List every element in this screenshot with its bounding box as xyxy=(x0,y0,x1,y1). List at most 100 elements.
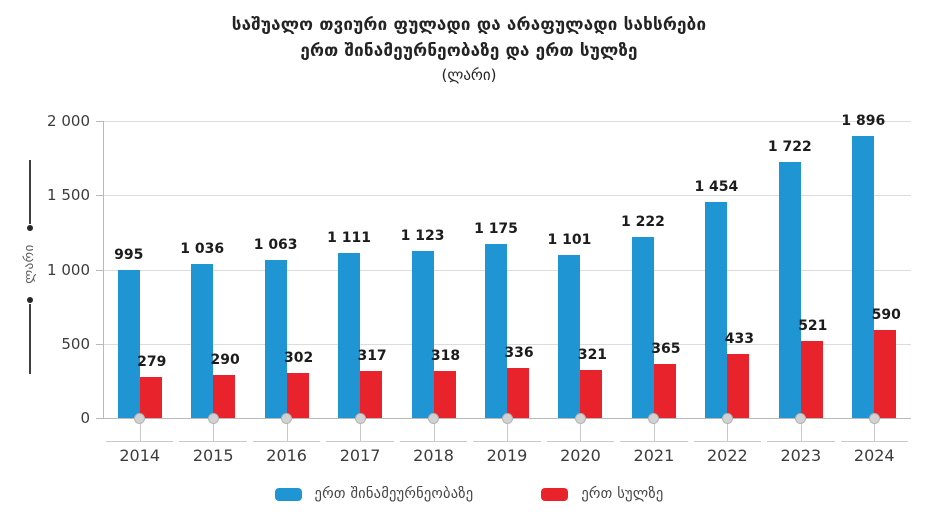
value-label-capita-2021: 365 xyxy=(651,340,681,357)
bar-capita-2018 xyxy=(433,370,456,418)
y-axis-decoration-line-bottom xyxy=(29,304,31,374)
bar-household-2022 xyxy=(705,202,728,418)
y-axis-decoration-dot-top xyxy=(27,225,33,231)
chart-unit-label: (ლარი) xyxy=(441,66,497,84)
value-label-household-2020: 1 101 xyxy=(547,231,592,248)
axis-dot-2022 xyxy=(721,412,733,424)
legend-swatch-per-capita xyxy=(541,487,569,501)
bar-household-2021 xyxy=(631,236,654,418)
bar-capita-2017 xyxy=(360,370,383,418)
category-connector-2014 xyxy=(139,422,141,441)
category-connector-2022 xyxy=(727,422,729,441)
bar-capita-2015 xyxy=(213,374,236,418)
category-connector-2023 xyxy=(800,422,802,441)
x-axis-label-2024: 2024 xyxy=(853,446,895,465)
value-label-household-2015: 1 036 xyxy=(180,241,225,258)
bar-capita-2023 xyxy=(800,340,823,418)
chart-title-line1: საშუალო თვიური ფულადი და არაფულადი სახსრ… xyxy=(231,15,707,35)
value-label-capita-2014: 279 xyxy=(137,353,167,370)
y-axis-label-500: 500 xyxy=(61,334,90,353)
category-bracket-2023 xyxy=(767,441,835,442)
value-label-household-2021: 1 222 xyxy=(620,213,665,230)
y-axis-label-0: 0 xyxy=(80,409,90,427)
category-connector-2016 xyxy=(286,422,288,441)
axis-dot-2023 xyxy=(795,412,807,424)
y-axis-tick-2000 xyxy=(96,121,103,122)
bar-capita-2019 xyxy=(507,368,529,418)
category-bracket-2017 xyxy=(326,441,394,442)
y-axis-tick-1000 xyxy=(96,269,103,271)
value-label-household-2019: 1 175 xyxy=(474,220,518,237)
value-label-household-2014: 995 xyxy=(114,247,144,264)
gridline-2000 xyxy=(103,121,911,122)
chart-title: საშუალო თვიური ფულადი და არაფულადი სახსრ… xyxy=(0,12,938,87)
legend: ერთ შინამეურნეობაზე ერთ სულზე xyxy=(0,486,938,502)
value-label-household-2016: 1 063 xyxy=(253,237,298,254)
value-label-household-2017: 1 111 xyxy=(327,230,371,247)
y-axis-decoration-line-top xyxy=(29,160,31,224)
value-label-capita-2018: 318 xyxy=(430,347,461,364)
value-label-capita-2020: 321 xyxy=(577,347,608,364)
value-label-capita-2019: 336 xyxy=(504,345,534,362)
gridline-500 xyxy=(103,343,911,345)
x-axis-label-2016: 2016 xyxy=(266,446,307,465)
value-label-capita-2023: 521 xyxy=(798,317,828,334)
y-axis-tick-1500 xyxy=(96,195,103,197)
axis-dot-2021 xyxy=(648,412,660,424)
x-axis-label-2022: 2022 xyxy=(706,446,748,465)
bar-capita-2014 xyxy=(139,376,162,418)
value-label-household-2024: 1 896 xyxy=(841,113,886,130)
category-connector-2017 xyxy=(360,422,362,441)
legend-label-per-capita: ერთ სულზე xyxy=(581,486,664,502)
y-axis-tick-500 xyxy=(96,343,103,345)
y-axis-label-2000: 2 000 xyxy=(47,112,90,130)
value-label-capita-2016: 302 xyxy=(284,350,314,367)
category-bracket-2018 xyxy=(399,441,468,442)
category-connector-2024 xyxy=(874,422,876,441)
axis-dot-2017 xyxy=(354,412,366,424)
value-label-household-2018: 1 123 xyxy=(400,228,445,245)
value-label-capita-2024: 590 xyxy=(871,307,901,324)
axis-dot-2024 xyxy=(868,412,880,424)
x-axis-label-2018: 2018 xyxy=(413,446,454,465)
category-bracket-2014 xyxy=(106,441,174,442)
x-axis-label-2017: 2017 xyxy=(339,446,381,465)
value-label-capita-2015: 290 xyxy=(210,351,240,368)
y-axis-line xyxy=(103,121,104,418)
legend-swatch-per-household xyxy=(274,487,302,501)
category-connector-2019 xyxy=(507,422,508,441)
bar-household-2018 xyxy=(411,251,434,418)
category-connector-2018 xyxy=(433,422,435,441)
bar-household-2024 xyxy=(852,136,875,418)
category-bracket-2019 xyxy=(473,441,541,442)
y-axis-decoration-dot-bottom xyxy=(27,297,33,303)
legend-label-per-household: ერთ შინამეურნეობაზე xyxy=(314,486,474,502)
bar-capita-2020 xyxy=(580,370,603,418)
category-bracket-2015 xyxy=(179,441,247,442)
bar-household-2015 xyxy=(191,264,214,418)
gridline-1500 xyxy=(103,195,911,197)
value-label-household-2023: 1 722 xyxy=(767,139,812,156)
axis-dot-2016 xyxy=(281,412,293,424)
value-label-household-2022: 1 454 xyxy=(694,179,739,196)
axis-dot-2014 xyxy=(134,412,146,424)
y-axis-label-1000: 1 000 xyxy=(47,260,90,279)
x-axis-label-2019: 2019 xyxy=(486,446,528,465)
category-bracket-2021 xyxy=(620,441,688,442)
bar-capita-2016 xyxy=(286,373,309,418)
chart-title-line2: ერთ შინამეურნეობაზე და ერთ სულზე xyxy=(300,41,638,61)
legend-item-per-capita: ერთ სულზე xyxy=(541,486,663,502)
bar-household-2020 xyxy=(558,254,581,418)
legend-item-per-household: ერთ შინამეურნეობაზე xyxy=(274,486,474,502)
x-axis-label-2023: 2023 xyxy=(780,446,822,465)
bar-household-2023 xyxy=(778,162,801,418)
category-bracket-2016 xyxy=(252,441,321,442)
bar-household-2019 xyxy=(485,243,507,418)
axis-dot-2020 xyxy=(574,412,586,424)
category-bracket-2020 xyxy=(546,441,615,442)
y-axis-label-1500: 1 500 xyxy=(47,186,90,205)
category-connector-2015 xyxy=(213,422,215,441)
category-bracket-2022 xyxy=(693,441,762,442)
bar-household-2014 xyxy=(117,270,140,418)
